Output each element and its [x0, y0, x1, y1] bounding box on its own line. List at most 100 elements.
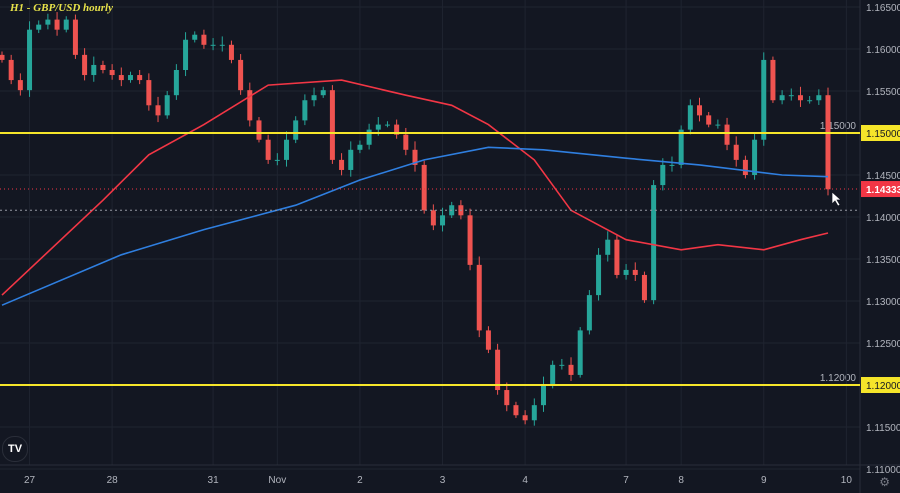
candle-body [284, 139, 290, 160]
candle-body [403, 134, 409, 150]
candle-body [669, 164, 675, 166]
level-price-label: 1.15000 [866, 129, 900, 140]
candle-body [522, 415, 528, 421]
tradingview-logo[interactable]: TV [2, 436, 28, 462]
candle-body [495, 349, 501, 391]
candle-body [228, 44, 234, 60]
candle-body [513, 405, 519, 416]
candle-body [192, 34, 198, 40]
candle-body [559, 364, 565, 366]
candle-body [118, 75, 124, 81]
candle-body [274, 159, 280, 161]
candle-body [256, 120, 262, 140]
candle-body [586, 295, 592, 331]
candle-body [183, 39, 189, 70]
candle-body [651, 185, 657, 301]
candle-body [137, 75, 143, 81]
candle-body [632, 269, 638, 275]
candle-body [45, 19, 51, 25]
candle-body [568, 364, 574, 375]
y-tick-label: 1.16000 [866, 45, 900, 56]
y-tick-label: 1.11500 [866, 423, 900, 434]
chart-title: H1 - GBP/USD hourly [10, 2, 113, 14]
y-tick-label: 1.13500 [866, 255, 900, 266]
candle-body [173, 70, 179, 96]
candle-body [320, 90, 326, 96]
moving-average-line [1, 146, 829, 306]
settings-gear-icon[interactable]: ⚙ [879, 475, 890, 489]
candle-body [82, 54, 88, 76]
last-price-label: 1.14333 [866, 185, 900, 196]
candle-body [329, 90, 335, 160]
y-tick-label: 1.12500 [866, 339, 900, 350]
candle-body [724, 124, 730, 145]
candle-body [421, 164, 427, 211]
candle-body [788, 95, 794, 97]
candle-body [265, 139, 271, 160]
candle-body [605, 239, 611, 255]
y-tick-label: 1.14000 [866, 213, 900, 224]
candle-body [384, 124, 390, 126]
level-price-tag [861, 377, 900, 393]
candle-body [238, 59, 244, 91]
candle-body [17, 80, 23, 91]
candle-body [412, 149, 418, 165]
candle-body [623, 269, 629, 275]
candle-body [687, 105, 693, 130]
candle-body [476, 264, 482, 331]
candle-body [0, 54, 5, 60]
candle-body [797, 95, 803, 101]
candle-body [164, 95, 170, 116]
candle-body [8, 59, 14, 81]
candle-body [485, 330, 491, 350]
candle-body [293, 120, 299, 140]
candle-body [733, 144, 739, 160]
candle-body [697, 105, 703, 116]
candle-body [440, 215, 446, 226]
candle-body [36, 24, 42, 30]
cursor-arrow-icon [831, 191, 842, 207]
candle-body [807, 100, 813, 102]
candle-body [430, 210, 436, 226]
candle-body [540, 385, 546, 406]
y-tick-label: 1.11000 [866, 465, 900, 476]
candle-body [761, 59, 767, 140]
candle-body [816, 95, 822, 101]
candle-body [531, 405, 537, 421]
candle-body [348, 149, 354, 170]
y-tick-label: 1.14500 [866, 171, 900, 182]
x-tick-label: 9 [761, 475, 767, 486]
candle-body [375, 124, 381, 130]
candle-body [366, 129, 372, 145]
candle-body [146, 80, 152, 106]
candle-body [127, 75, 133, 81]
candle-body [72, 19, 78, 55]
candle-body [394, 124, 400, 135]
candle-body [109, 70, 115, 76]
candle-body [577, 330, 583, 375]
candle-body [247, 90, 253, 121]
candle-body [550, 364, 556, 385]
candle-body [779, 95, 785, 101]
candle-body [155, 105, 161, 116]
candle-body [339, 159, 345, 170]
x-tick-label: 3 [440, 475, 446, 486]
candle-body [357, 144, 363, 150]
candle-body [742, 159, 748, 175]
moving-average-line [1, 79, 829, 296]
candle-body [596, 254, 602, 296]
x-tick-label: 7 [623, 475, 629, 486]
candle-body [63, 19, 69, 30]
candle-body [201, 34, 207, 45]
x-tick-label: 27 [24, 475, 36, 486]
x-tick-label: 2 [357, 475, 363, 486]
x-tick-label: 28 [107, 475, 119, 486]
candle-body [467, 215, 473, 265]
y-tick-label: 1.15500 [866, 87, 900, 98]
candle-body [100, 64, 106, 70]
candle-body [752, 139, 758, 175]
candle-body [660, 164, 666, 186]
candle-body [715, 124, 721, 126]
y-tick-label: 1.16500 [866, 3, 900, 14]
